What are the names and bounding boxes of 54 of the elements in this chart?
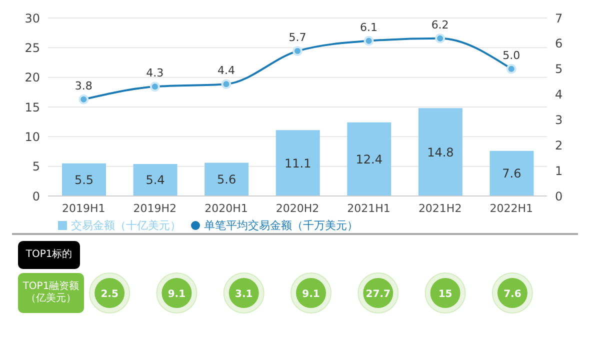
- y-tick-label: 0: [32, 189, 40, 204]
- x-tick-label: 2021H1: [347, 202, 390, 215]
- y-tick-label: 10: [24, 130, 40, 144]
- data-label: 15: [438, 289, 452, 300]
- bar: [62, 163, 106, 196]
- data-label: 14.8: [427, 145, 454, 160]
- y2-tick-label: 3: [555, 112, 563, 127]
- y-tick-label: 5: [32, 160, 40, 174]
- x-tick-label: 2021H2: [418, 202, 462, 215]
- y2-tick-label: 4: [555, 88, 563, 102]
- legend-label: 交易金额（十亿美元）: [71, 219, 181, 232]
- data-label: 3.8: [74, 79, 92, 92]
- data-label: 12.4: [356, 152, 382, 166]
- y2-tick-label: 7: [555, 11, 563, 26]
- data-label: 5.7: [288, 31, 306, 44]
- y-tick-label: 25: [24, 40, 40, 55]
- data-label: 5.5: [74, 172, 94, 187]
- bar: [276, 130, 320, 196]
- y-tick-label: 30: [24, 11, 40, 26]
- y-tick-label: 15: [24, 100, 40, 114]
- data-label: 4.4: [217, 64, 235, 78]
- data-label: 6.1: [360, 20, 378, 34]
- x-tick-label: 2020H2: [276, 202, 320, 215]
- text: TOP1融资额（亿美元）: [18, 273, 84, 313]
- legend-label: 单笔平均交易金额（千万美元）: [204, 219, 358, 232]
- data-label: 9.1: [302, 289, 320, 300]
- data-label: 7.6: [504, 289, 522, 300]
- x-tick-label: 2022H1: [490, 202, 533, 215]
- data-label: 2.5: [100, 289, 118, 300]
- data-label: 4.3: [146, 66, 164, 80]
- bar: [133, 164, 178, 196]
- y2-tick-label: 2: [555, 138, 563, 152]
- data-label: 6.2: [431, 18, 449, 32]
- x-tick-label: 2019H1: [62, 202, 106, 215]
- x-tick-label: 2020H1: [204, 202, 248, 215]
- data-label: 5.4: [146, 173, 165, 188]
- data-label: 5.0: [502, 48, 520, 62]
- data-label: 5.6: [217, 172, 236, 187]
- bar: [490, 150, 534, 196]
- y2-tick-label: 5: [555, 62, 563, 76]
- data-label: 3.1: [235, 289, 253, 300]
- y2-tick-label: 1: [555, 164, 563, 178]
- y2-tick-label: 6: [555, 36, 563, 51]
- x-tick-label: 2019H2: [133, 202, 177, 215]
- y-tick-label: 20: [24, 70, 40, 85]
- text: TOP1标的: [18, 241, 80, 269]
- bar: [204, 162, 249, 196]
- data-label: 11.1: [284, 156, 312, 170]
- y2-tick-label: 0: [555, 189, 563, 204]
- data-label: 7.6: [502, 166, 522, 181]
- bar: [347, 122, 392, 196]
- bar: [418, 108, 462, 196]
- data-label: 9.1: [168, 289, 186, 300]
- data-label: 27.7: [366, 289, 391, 300]
